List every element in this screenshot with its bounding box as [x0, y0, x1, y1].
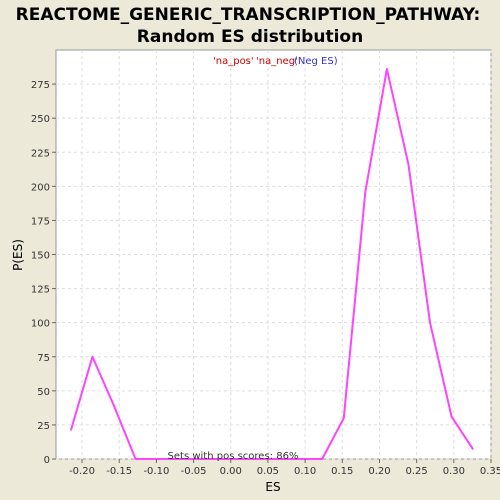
- y-tick-label: 250: [31, 114, 50, 125]
- series-line: [69, 68, 474, 460]
- y-tick-label: 50: [37, 387, 50, 398]
- y-tick-label: 0: [44, 455, 50, 466]
- y-axis-ticks: 0 25 50 75 100 125 150 175 200 225 250 275: [31, 80, 56, 466]
- y-tick-label: 100: [31, 319, 50, 330]
- x-tick-label: -0.20: [69, 466, 95, 477]
- y-tick-label: 75: [37, 353, 50, 364]
- grid-lines: [56, 50, 492, 460]
- y-axis-label: P(ES): [11, 239, 25, 271]
- y-tick-label: 175: [31, 216, 50, 227]
- y-tick-label: 200: [31, 182, 50, 193]
- chart-title-line1: REACTOME_GENERIC_TRANSCRIPTION_PATHWAY:: [16, 5, 481, 25]
- y-tick-label: 150: [31, 251, 50, 262]
- y-tick-label: 225: [31, 148, 50, 159]
- x-tick-label: 0.10: [294, 466, 316, 477]
- legend-entry: (Neg ES): [294, 56, 338, 67]
- x-tick-label: 0.35: [480, 466, 500, 477]
- pos-scores-annotation: Sets with pos scores: 86%: [168, 451, 299, 462]
- chart-title-line2: Random ES distribution: [137, 27, 363, 47]
- x-axis-ticks: -0.20 -0.15 -0.10 -0.05 0.00 0.05 0.10 0.15 0.20…: [69, 459, 500, 477]
- legend: 'na_pos''na_neg'(Neg ES): [213, 56, 338, 67]
- legend-entry: 'na_pos': [213, 56, 254, 67]
- x-tick-label: -0.05: [181, 466, 207, 477]
- x-tick-label: 0.30: [443, 466, 465, 477]
- x-tick-label: -0.15: [106, 466, 132, 477]
- x-tick-label: 0.20: [368, 466, 390, 477]
- legend-entry: 'na_neg': [256, 56, 298, 67]
- x-tick-label: 0.05: [257, 466, 279, 477]
- series-layer: [69, 68, 474, 460]
- x-axis-label: ES: [265, 480, 280, 494]
- x-tick-label: 0.25: [406, 466, 428, 477]
- x-tick-label: 0.00: [220, 466, 242, 477]
- y-tick-label: 125: [31, 285, 50, 296]
- x-tick-label: 0.15: [331, 466, 353, 477]
- y-tick-label: 25: [37, 421, 50, 432]
- y-tick-label: 275: [31, 80, 50, 91]
- x-tick-label: -0.10: [143, 466, 169, 477]
